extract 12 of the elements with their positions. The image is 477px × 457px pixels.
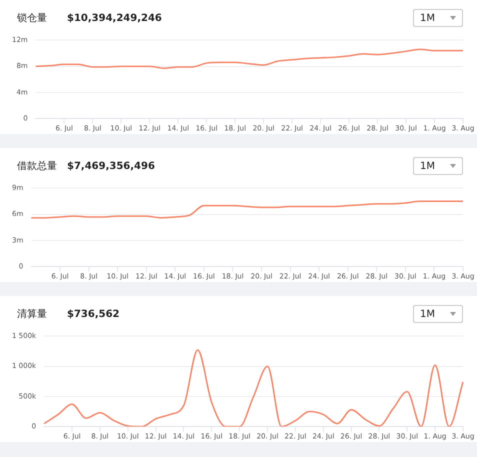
text: 1M (420, 308, 435, 320)
chart-subtitle: $10,394,249,246 (67, 12, 162, 24)
chart-title: 锁仓量 (17, 12, 48, 25)
text: 1M (420, 12, 435, 24)
line-series (43, 349, 464, 427)
line-series (34, 48, 464, 70)
chart-title: 借款总量 (17, 160, 58, 173)
text: 1M (420, 160, 435, 172)
chart-title: 清算量 (17, 308, 48, 321)
chart-subtitle: $736,562 (67, 308, 120, 320)
chart-subtitle: $7,469,356,496 (67, 160, 155, 172)
line-series (30, 200, 464, 219)
